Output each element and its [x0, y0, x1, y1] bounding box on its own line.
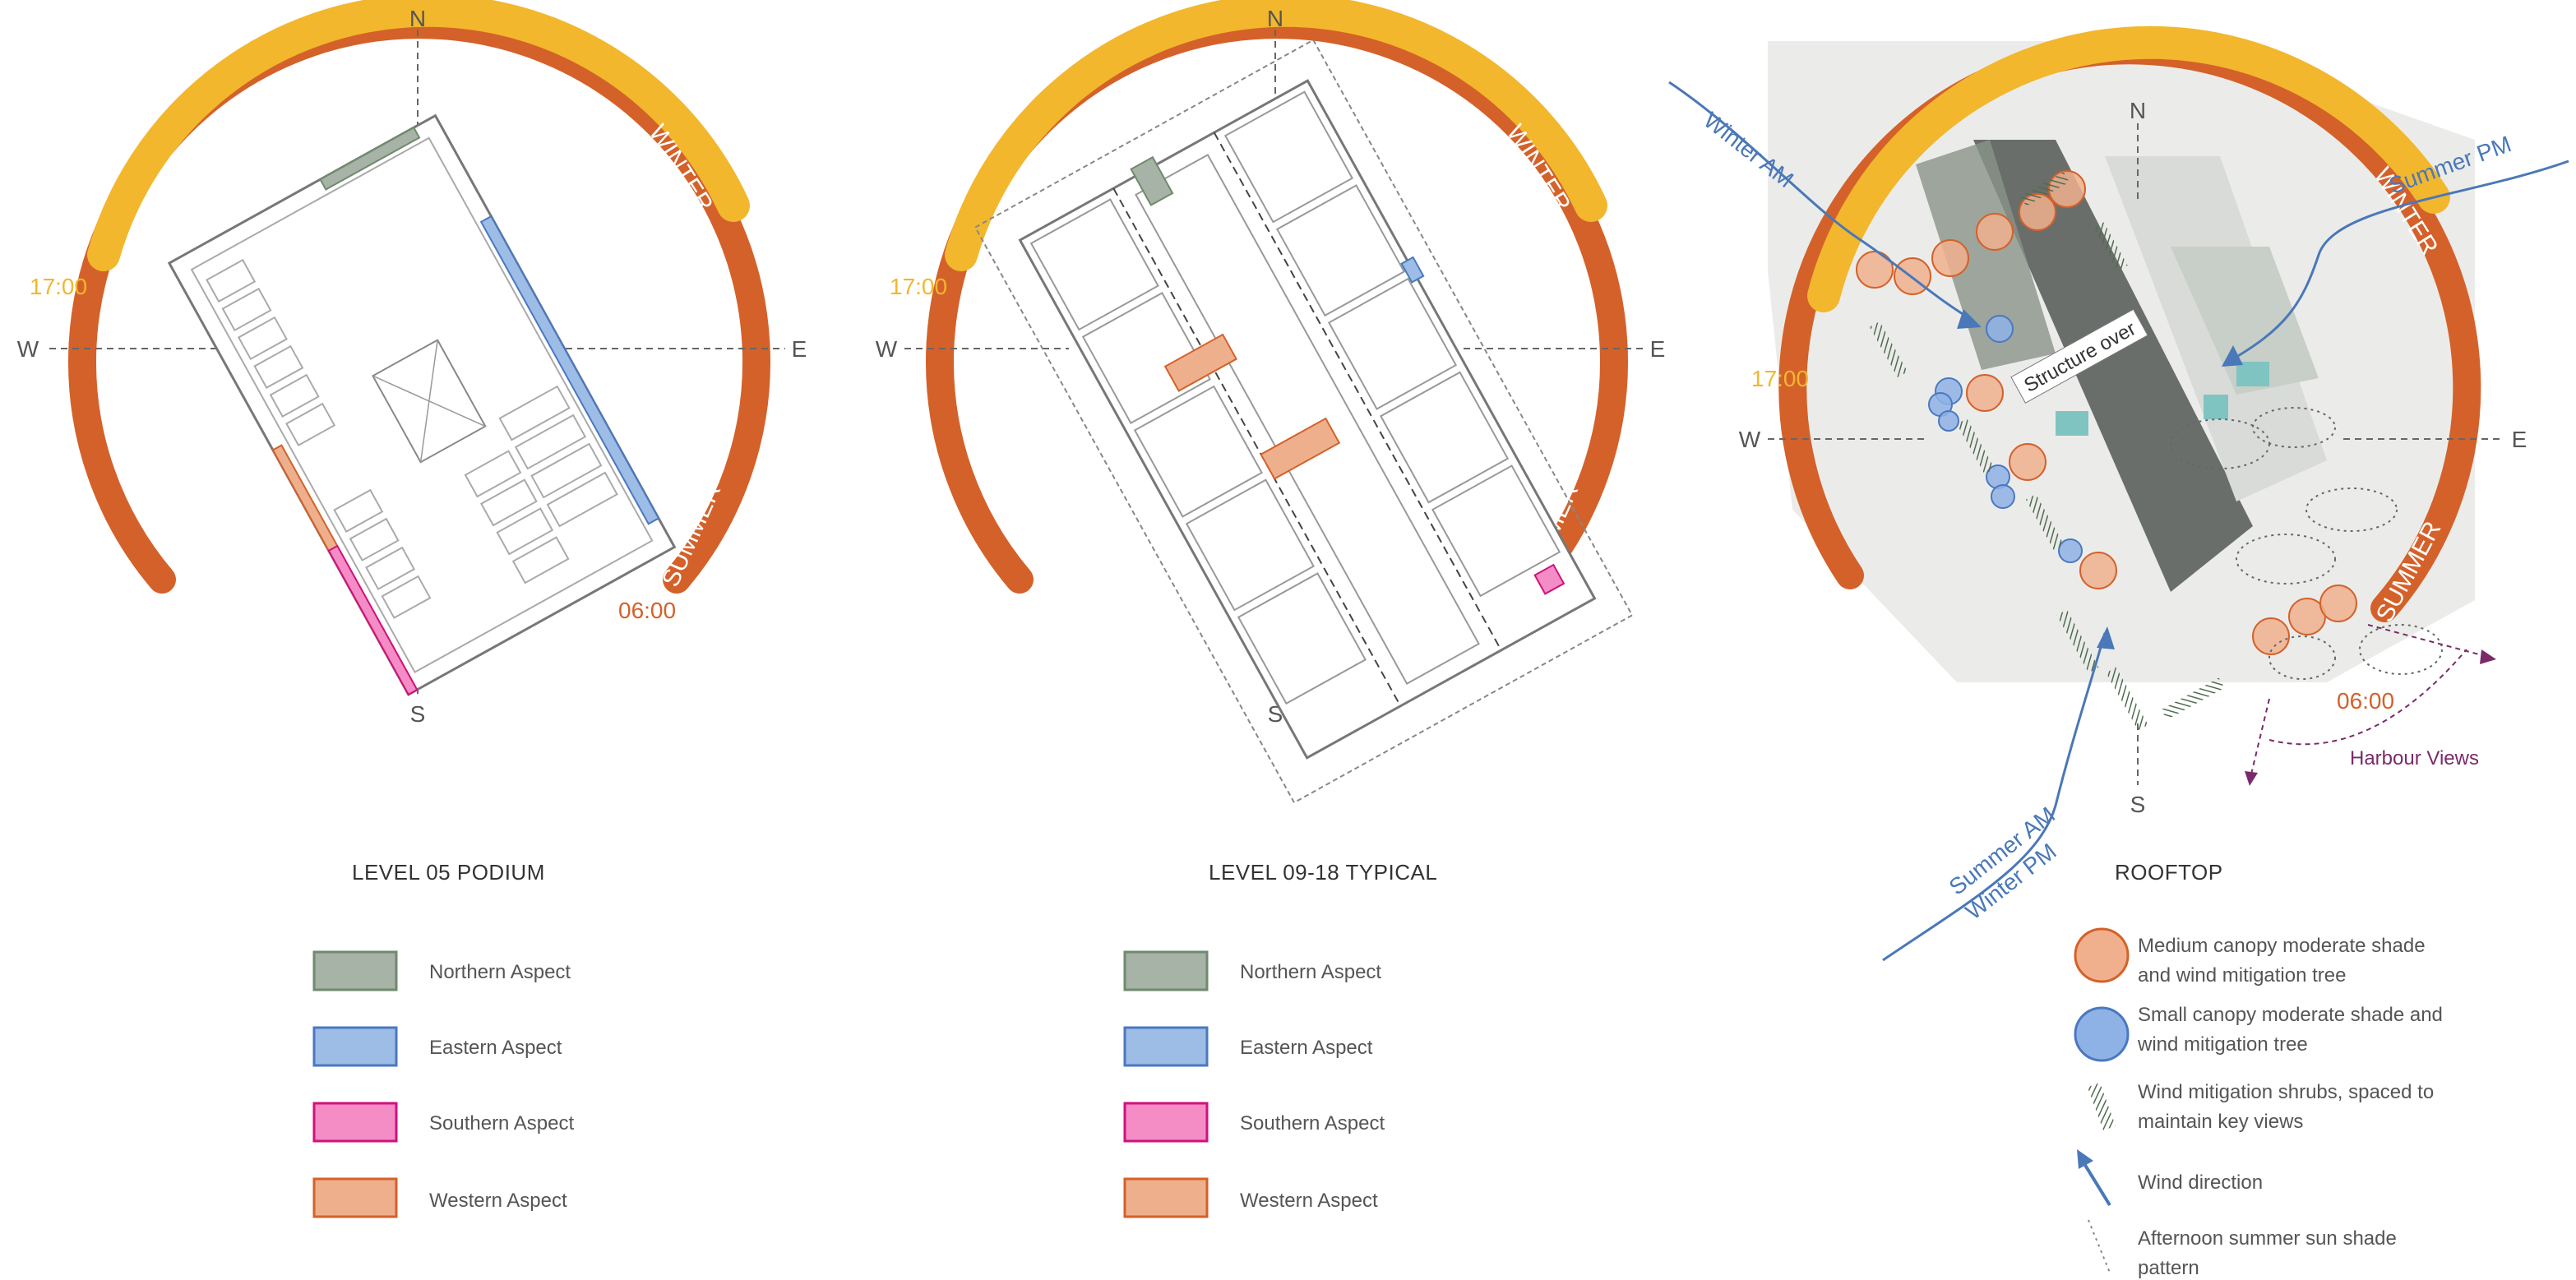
legend-label: Western Aspect — [1240, 1190, 1378, 1212]
time-17: 17:00 — [30, 274, 87, 299]
compass-east: E — [2512, 427, 2527, 452]
legend-label: Northern Aspect — [1240, 961, 1381, 983]
western-swatch — [312, 1177, 398, 1218]
legend-line: and wind mitigation tree — [2138, 964, 2346, 987]
compass-south: S — [410, 701, 426, 727]
panel-title: LEVEL 05 PODIUM — [352, 860, 545, 885]
wind-arrow-icon — [2082, 1161, 2111, 1207]
northern-swatch — [1123, 950, 1209, 991]
legend-line: maintain key views — [2138, 1111, 2303, 1133]
legend-label: Eastern Aspect — [429, 1037, 562, 1059]
legend-line: Small canopy moderate shade and — [2138, 1004, 2443, 1026]
small-trees — [1928, 315, 2083, 563]
harbour-views-label: Harbour Views — [2350, 747, 2479, 769]
wind-arrowhead — [2222, 345, 2243, 367]
legend-line: pattern — [2138, 1257, 2199, 1279]
shade-pattern-icon — [2088, 1219, 2111, 1273]
compass-north: N — [1267, 6, 1283, 31]
northern-swatch — [312, 950, 398, 991]
time-17: 17:00 — [1751, 366, 1809, 391]
medium-tree-icon — [2074, 927, 2130, 983]
compass-north: N — [2130, 98, 2146, 123]
shrubs — [1869, 172, 2225, 731]
compass-south: S — [2130, 792, 2146, 817]
aerial-site-image — [1768, 41, 2475, 682]
panel-rooftop: N W E S 17:00 06:00 WINTER SUMMER Struct… — [1668, 25, 2569, 1279]
time-17: 17:00 — [890, 274, 947, 299]
compass-east: E — [792, 336, 807, 362]
summer-pm-wind — [2227, 159, 2569, 363]
shrub-icon — [2087, 1082, 2116, 1131]
legend-line: Medium canopy moderate shade — [2138, 935, 2426, 957]
legend-line: wind mitigation tree — [2137, 1033, 2308, 1056]
legend-line: Afternoon summer sun shade — [2138, 1227, 2397, 1250]
legend-label: Southern Aspect — [429, 1112, 574, 1134]
wind-arrow-icon-head — [2077, 1149, 2093, 1169]
compass-west: W — [876, 336, 898, 362]
wind-arrowhead — [1957, 309, 1982, 329]
eastern-swatch — [1123, 1026, 1209, 1067]
legend-line: Wind mitigation shrubs, spaced to — [2138, 1081, 2434, 1103]
eastern-swatch — [312, 1026, 398, 1067]
small-tree-icon — [2074, 1006, 2130, 1062]
summer-am-wind — [1882, 632, 2107, 962]
winter-sun-arc — [1807, 25, 2450, 312]
typical-floor-plan — [974, 39, 1634, 804]
panel-level-05-podium: N W E S 17:00 06:00 WINTER SUMMER — [17, 0, 807, 1218]
southern-swatch — [312, 1102, 398, 1143]
rooftop-legend: Medium canopy moderate shade and wind mi… — [2074, 927, 2443, 1279]
winter-sun-arc — [945, 0, 1607, 271]
legend-label: Southern Aspect — [1240, 1112, 1385, 1134]
panel-level-09-18-typical: N W E S 17:00 06:00 WINTER SUMMER — [876, 0, 1666, 1218]
western-swatch — [1123, 1177, 1209, 1218]
compass-north: N — [409, 6, 426, 31]
aspect-legend: Northern Aspect Eastern Aspect Southern … — [1123, 950, 1385, 1218]
legend-label: Western Aspect — [429, 1190, 567, 1212]
panel-title: LEVEL 09-18 TYPICAL — [1209, 860, 1437, 885]
legend-label: Eastern Aspect — [1240, 1037, 1373, 1059]
southern-swatch — [1123, 1102, 1209, 1143]
time-06: 06:00 — [2337, 688, 2394, 714]
harbour-views-arrowhead — [2245, 771, 2258, 786]
compass-lines — [1768, 123, 2500, 785]
harbour-views-arrows — [2249, 624, 2492, 782]
summer-shade-pattern — [2170, 407, 2443, 680]
aspect-legend: Northern Aspect Eastern Aspect Southern … — [312, 950, 574, 1218]
compass-east: E — [1650, 336, 1666, 362]
winter-sun-arc — [87, 0, 750, 271]
compass-west: W — [1739, 427, 1761, 452]
harbour-views-arrowhead — [2480, 649, 2496, 664]
panel-title: ROOFTOP — [2115, 860, 2223, 885]
winter-am-wind — [1668, 81, 1974, 322]
legend-line: Wind direction — [2138, 1171, 2263, 1194]
legend-label: Northern Aspect — [429, 961, 571, 983]
podium-floor-plan — [167, 113, 677, 696]
time-06: 06:00 — [618, 598, 676, 623]
compass-west: W — [17, 336, 39, 362]
wind-arrows — [1668, 81, 2569, 962]
wind-arrowhead — [2097, 626, 2115, 649]
